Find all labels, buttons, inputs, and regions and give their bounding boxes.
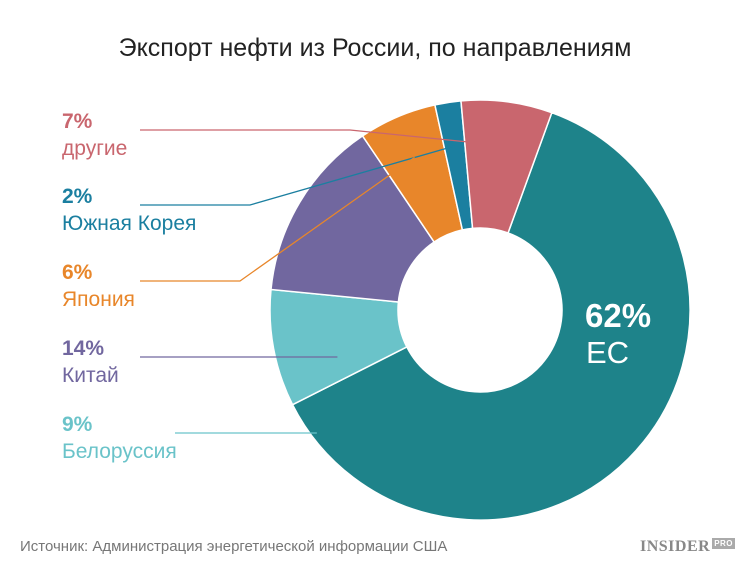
source-note: Источник: Администрация энергетической и… — [20, 538, 448, 555]
slice-china — [270, 134, 436, 303]
slice-label-name-eu: ЕС — [586, 335, 629, 370]
slice-label-name-belarus: Белоруссия — [62, 440, 177, 463]
slice-label-name-japan: Япония — [62, 288, 135, 311]
leader-line-japan — [140, 156, 415, 282]
slice-label-pct-belarus: 9% — [62, 413, 93, 436]
slice-label-pct-japan: 6% — [62, 261, 93, 284]
leader-line-south-korea — [140, 145, 455, 206]
slice-label-name-others: другие — [62, 137, 127, 160]
chart-title: Экспорт нефти из России, по направлениям — [118, 34, 632, 62]
slice-label-pct-others: 7% — [62, 110, 93, 133]
slice-eu — [291, 111, 691, 521]
logo-text: INSIDER — [640, 538, 711, 555]
insider-pro-logo: INSIDER PRO — [640, 538, 736, 556]
slice-others — [460, 99, 553, 234]
leader-line-others — [140, 129, 502, 147]
slice-label-pct-china: 14% — [62, 337, 104, 360]
slice-label-name-south-korea: Южная Корея — [62, 212, 196, 235]
slice-label-pct-south-korea: 2% — [62, 185, 93, 208]
slice-label-pct-eu: 62% — [585, 297, 651, 334]
slice-label-name-china: Китай — [62, 364, 119, 387]
logo-pro-badge: PRO — [712, 538, 736, 549]
